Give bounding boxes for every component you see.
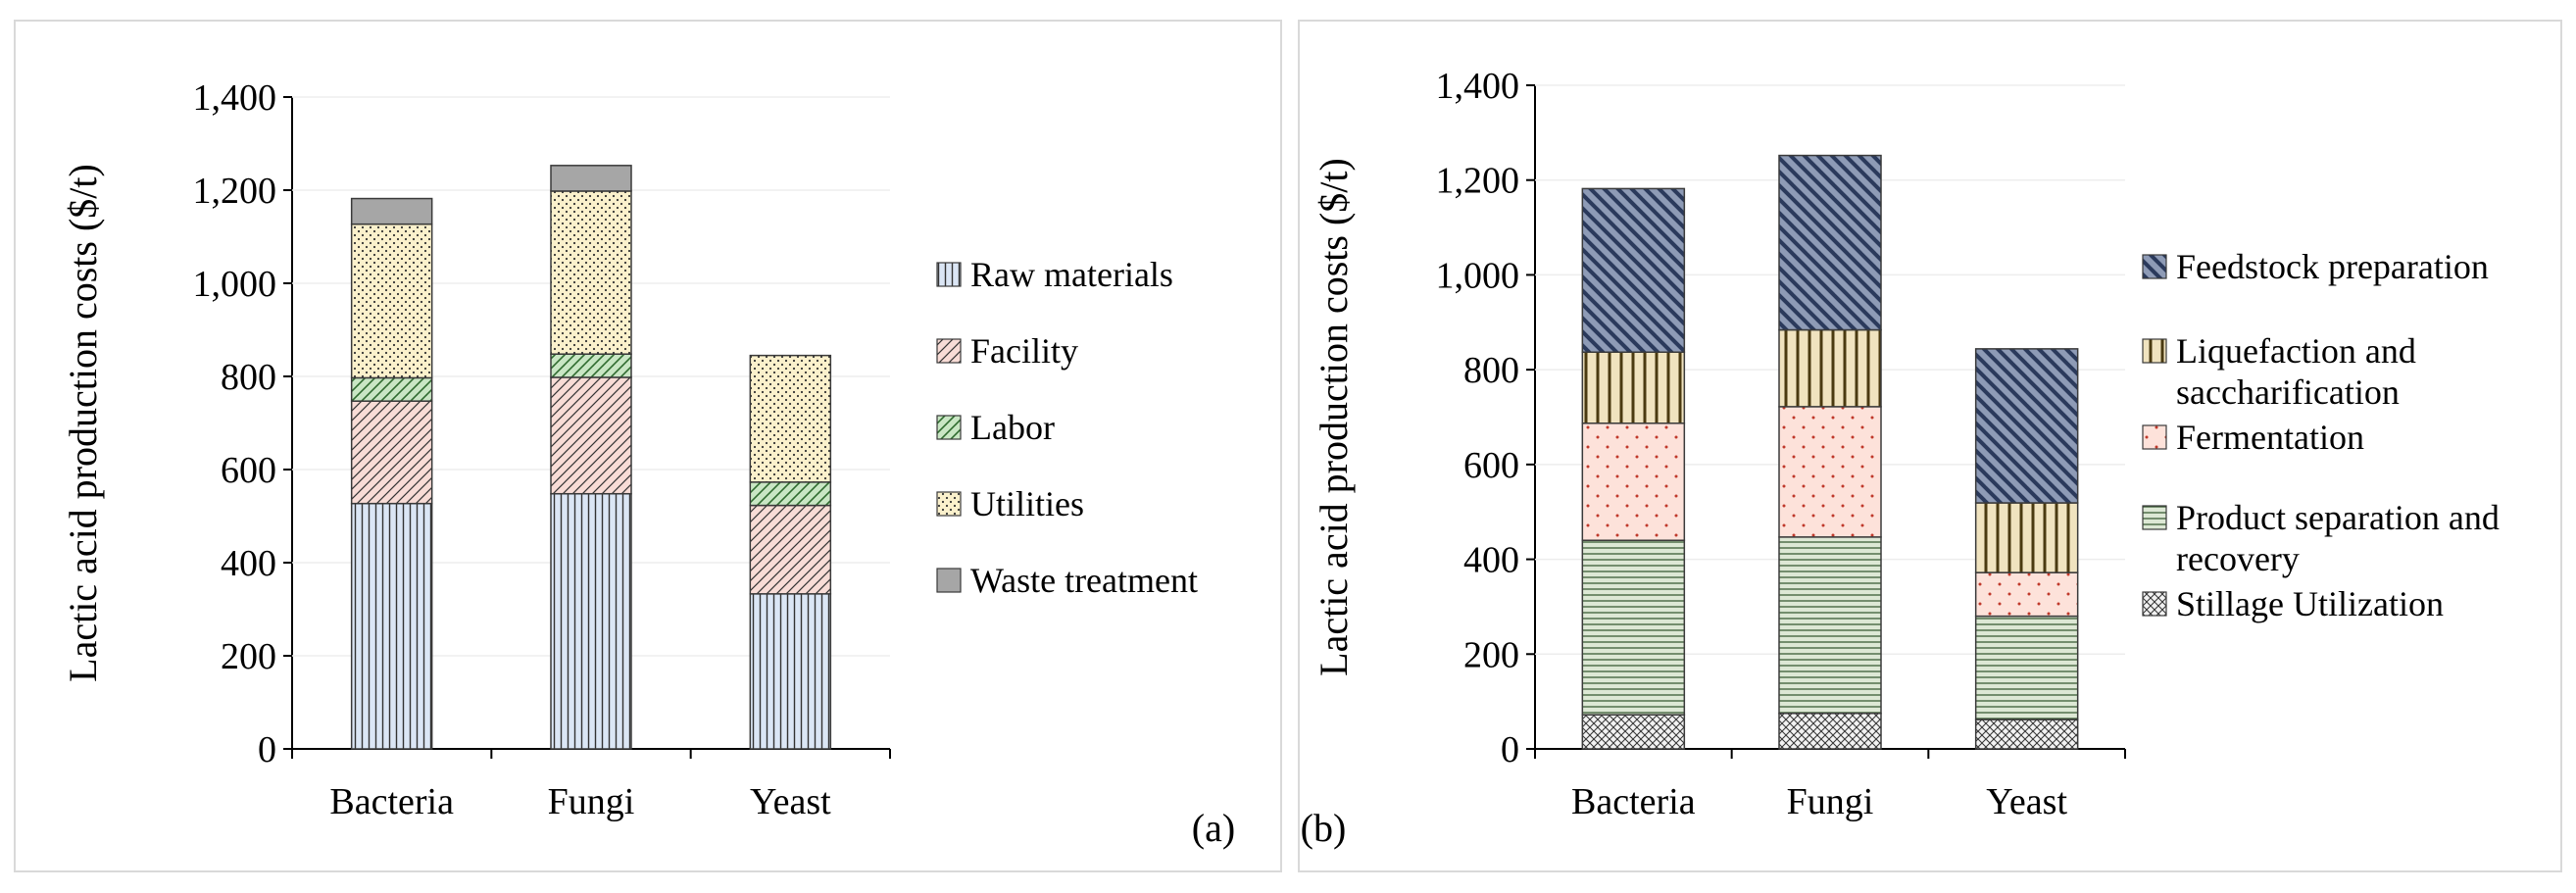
bar-yeast-stillage-utilization [1974,719,2079,750]
legend-label-liquefaction-and-saccharification: saccharification [2176,372,2400,412]
bar-bacteria-facility [350,400,433,505]
bar-yeast-raw-materials [749,593,832,750]
y-tick-label: 800 [221,357,276,398]
bar-yeast-facility [749,504,832,595]
legend-label-facility: Facility [970,331,1078,371]
bar-yeast-liquefaction-and-saccharification [1974,502,2079,573]
bar-bacteria-raw-materials [350,502,433,750]
legend-label-liquefaction-and-saccharification: Liquefaction and [2176,331,2416,371]
x-tick-label-yeast: Yeast [750,781,831,822]
y-tick-label: 1,000 [193,264,277,305]
y-tick-label: 600 [1463,445,1519,486]
bar-yeast-feedstock-preparation [1974,348,2079,504]
panel-label: (a) [1192,806,1235,850]
bar-fungi-product-separation-and-recovery [1778,536,1882,715]
bar-fungi-labor [550,353,632,378]
bar-bacteria-stillage-utilization [1581,714,1686,750]
y-tick-label: 1,400 [193,77,277,119]
legend-swatch-waste-treatment [936,568,962,593]
bar-bacteria-waste-treatment [350,197,433,225]
bar-fungi-feedstock-preparation [1778,154,1882,331]
legend-label-feedstock-preparation: Feedstock preparation [2176,247,2489,286]
bar-fungi-facility [550,376,632,495]
legend-label-product-separation-and-recovery: Product separation and [2176,498,2500,537]
legend-label-labor: Labor [970,408,1055,447]
x-tick-label-bacteria: Bacteria [329,781,454,822]
legend-swatch-product-separation-and-recovery [2142,505,2167,530]
y-axis-title: Lactic acid production costs ($/t) [61,164,105,682]
bar-bacteria-fermentation [1581,422,1686,541]
chart-panel-a: 0 200 400 600 800 1,000 1,200 1,400 Bacteria Fung… [14,20,1282,872]
bar-bacteria-product-separation-and-recovery [1581,539,1686,716]
legend-swatch-fermentation [2142,424,2167,450]
legend-swatch-liquefaction-and-saccharification [2142,338,2167,364]
bar-yeast-labor [749,481,832,507]
bar-fungi-raw-materials [550,492,632,750]
bar-yeast-fermentation [1974,571,2079,618]
legend-swatch-feedstock-preparation [2142,254,2167,279]
y-tick-label: 800 [1463,350,1519,391]
y-tick-label: 600 [221,450,276,491]
legend-swatch-raw-materials [936,262,962,287]
bar-fungi-stillage-utilization [1778,712,1882,750]
legend-label-product-separation-and-recovery: recovery [2176,539,2300,578]
bar-bacteria-utilities [350,223,433,379]
x-tick-label-fungi: Fungi [1787,781,1874,822]
legend-swatch-utilities [936,491,962,517]
legend-label-waste-treatment: Waste treatment [970,561,1198,600]
bar-fungi-utilities [550,190,632,355]
bar-bacteria-feedstock-preparation [1581,187,1686,354]
y-tick-label: 1,200 [1436,161,1520,202]
legend-label-stillage-utilization: Stillage Utilization [2176,584,2444,623]
y-tick-label: 400 [221,543,276,584]
legend-label-fermentation: Fermentation [2176,418,2364,457]
legend-swatch-facility [936,338,962,364]
y-tick-label: 400 [1463,540,1519,581]
chart-a-svg: 0 200 400 600 800 1,000 1,200 1,400 Bacteria Fung… [61,77,1235,850]
bar-fungi-liquefaction-and-saccharification [1778,328,1882,408]
y-tick-label: 1,400 [1436,66,1520,107]
x-tick-label-bacteria: Bacteria [1571,781,1696,822]
y-tick-label: 1,000 [1436,255,1520,296]
y-axis-title: Lactic acid production costs ($/t) [1312,158,1356,676]
legend-label-utilities: Utilities [970,484,1084,523]
y-tick-label: 200 [1463,634,1519,675]
x-tick-label-yeast: Yeast [1986,781,2067,822]
bar-bacteria-liquefaction-and-saccharification [1581,351,1686,424]
y-tick-label: 0 [258,729,276,770]
y-tick-label: 200 [221,636,276,677]
x-tick-label-fungi: Fungi [548,781,635,822]
bar-yeast-utilities [749,354,832,483]
bar-bacteria-labor [350,376,433,402]
legend-swatch-labor [936,415,962,440]
bar-yeast-product-separation-and-recovery [1974,615,2079,720]
bar-fungi-waste-treatment [550,165,632,192]
y-tick-label: 0 [1501,729,1519,770]
y-tick-label: 1,200 [193,171,277,212]
chart-panel-b: 0 200 400 600 800 1,000 1,200 1,400 Bacteria Fung… [1298,20,2562,872]
chart-b-svg: 0 200 400 600 800 1,000 1,200 1,400 Bacteria Fung… [1301,66,2500,850]
legend-swatch-stillage-utilization [2142,591,2167,617]
bar-fungi-fermentation [1778,406,1882,538]
legend-label-raw-materials: Raw materials [970,255,1173,294]
panel-label: (b) [1301,806,1347,850]
